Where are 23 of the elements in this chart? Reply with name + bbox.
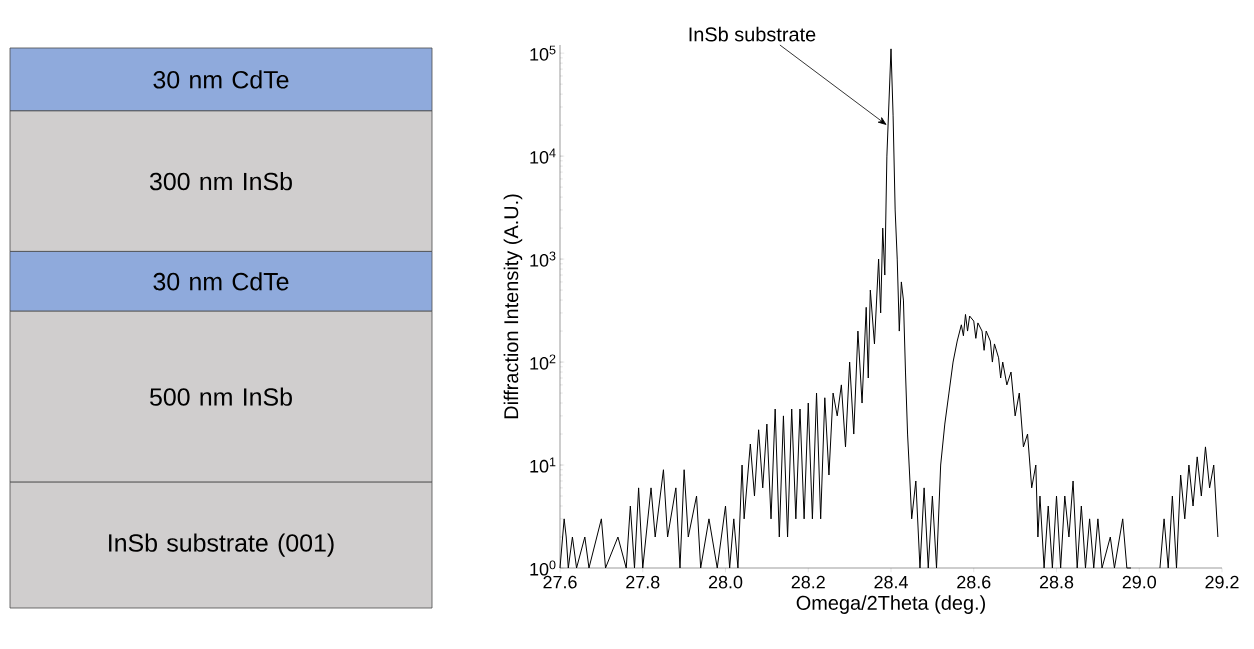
x-tick-label: 27.6 bbox=[543, 575, 577, 589]
y-tick-label: 10$^{0}$ bbox=[530, 560, 556, 576]
y-axis-title: Diffraction Intensity (A.U.) bbox=[503, 194, 523, 419]
category-label: InSb substrate (001) bbox=[109, 533, 334, 557]
x-tick-label: 28.2 bbox=[791, 575, 825, 589]
y-tick-label: 10$^{3}$ bbox=[530, 251, 556, 267]
y-tick-label: 10$^{2}$ bbox=[530, 354, 556, 370]
y-tick-label: 10$^{5}$ bbox=[530, 45, 556, 61]
x-tick-label: 29.2 bbox=[1205, 575, 1239, 589]
category-label: 300 nm InSb bbox=[149, 172, 292, 191]
category-label: 30 nm CdTe bbox=[153, 272, 289, 291]
x-axis-title: Omega/2Theta (deg.) bbox=[796, 595, 985, 614]
x-tick-label: 27.8 bbox=[626, 575, 660, 589]
y-tick-label: 10$^{1}$ bbox=[530, 457, 556, 473]
category-label: 30 nm CdTe bbox=[153, 70, 289, 89]
y-tick-label: 10$^{4}$ bbox=[530, 148, 556, 164]
x-tick-label: 28.8 bbox=[1039, 575, 1074, 589]
annotation: InSb substrate bbox=[689, 26, 816, 42]
x-tick-label: 29.0 bbox=[1122, 575, 1157, 589]
x-tick-label: 28.4 bbox=[874, 575, 908, 589]
x-tick-label: 28.0 bbox=[708, 575, 743, 589]
x-tick-label: 28.6 bbox=[957, 575, 991, 589]
category-label: 500 nm InSb bbox=[150, 387, 292, 406]
